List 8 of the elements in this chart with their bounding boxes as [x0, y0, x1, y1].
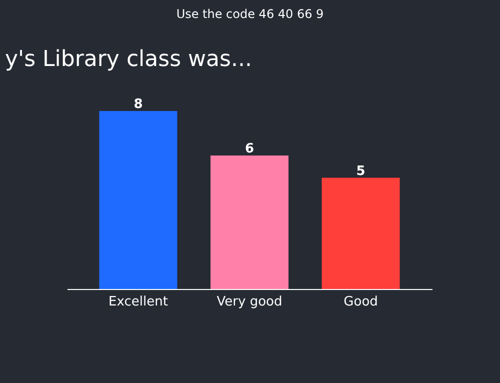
x-tick-label: Excellent — [108, 294, 168, 310]
data-label: 8 — [134, 97, 143, 112]
chart-title: y's Library class was... — [5, 47, 252, 72]
text: Use the code 46 40 66 9 — [176, 7, 324, 21]
x-tick-label: Good — [344, 294, 378, 310]
x-tick-label: Very good — [216, 294, 282, 310]
data-label: 5 — [356, 164, 366, 179]
data-label: 6 — [244, 142, 254, 156]
